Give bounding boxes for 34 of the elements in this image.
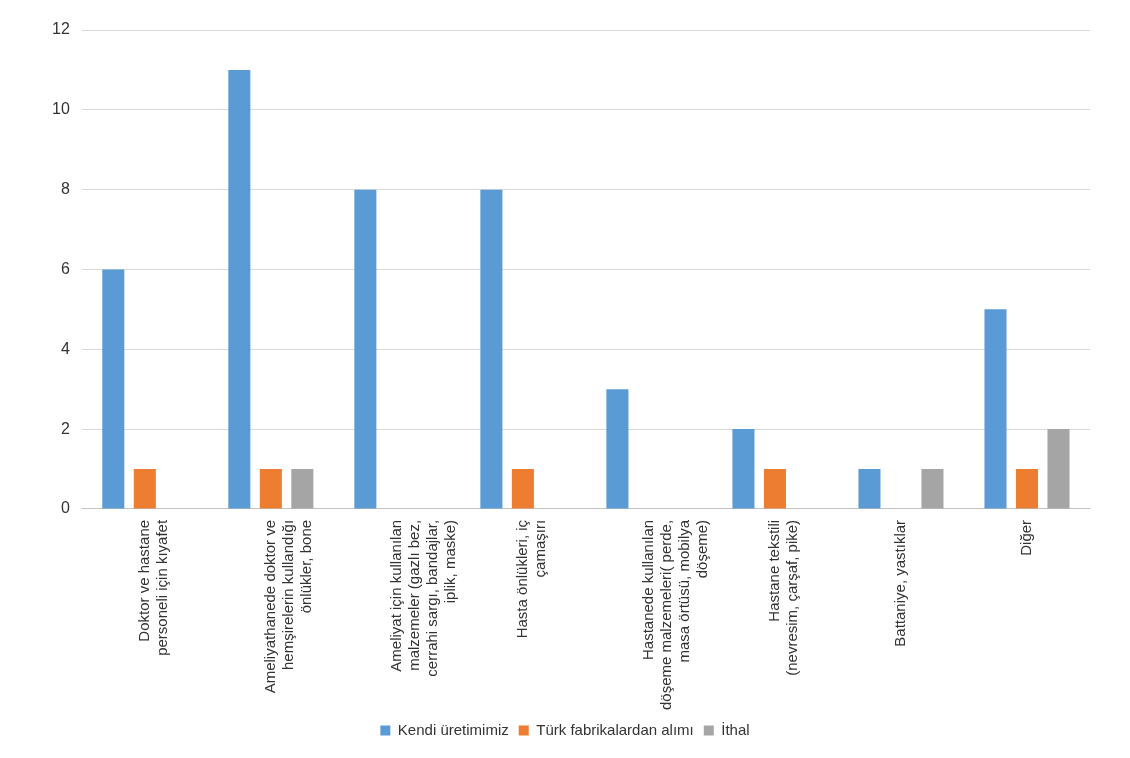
bar	[228, 69, 251, 509]
bar	[732, 429, 755, 509]
bar	[354, 189, 377, 509]
y-tick-label: 10	[52, 100, 70, 118]
legend-label: Türk fabrikalardan alımı	[536, 720, 694, 738]
bar	[1015, 469, 1039, 509]
y-tick-label: 0	[60, 499, 70, 517]
bar	[133, 469, 156, 509]
bar	[259, 469, 282, 509]
legend-label: İthal	[721, 720, 750, 738]
y-tick-label: 2	[60, 419, 70, 437]
y-tick-label: 6	[60, 259, 70, 277]
bar	[921, 469, 944, 509]
bar	[480, 189, 503, 509]
legend-label: Kendi üretimimiz	[397, 720, 509, 738]
y-tick-label: 4	[60, 339, 70, 357]
x-tick-label: Hastanede kullanılan döşeme malzemeleri( perde, masa örtüsü, mobilya döşeme)	[639, 519, 711, 710]
y-tick-label: 12	[52, 20, 70, 38]
bar	[102, 269, 125, 509]
x-tick-label: Hasta önlükleri, iç çamaşırı	[513, 519, 549, 639]
x-tick-label: Diğer	[1017, 519, 1035, 556]
x-tick-label: Doktor ve hastane personeli için kıyafet	[134, 519, 170, 656]
x-tick-label: Ameliyathanede doktor ve hemşirelerin kullandığı önlükler, bone	[260, 519, 314, 694]
x-tick-label: Hastane tekstili (nevresim, çarşaf, pike)	[765, 519, 801, 676]
bar	[858, 469, 881, 509]
bar	[511, 469, 534, 509]
bar	[763, 469, 786, 509]
bar	[1047, 429, 1070, 509]
bar	[606, 389, 629, 509]
x-tick-label: Battaniye, yastıklar	[891, 519, 909, 647]
bar	[291, 469, 314, 509]
x-tick-label: Ameliyat için kullanılan malzemeler (gazlı bez, cerrahi sargı, bandajlar, iplik, maske)	[387, 519, 458, 677]
y-tick-label: 8	[60, 180, 70, 198]
bar	[984, 309, 1007, 509]
